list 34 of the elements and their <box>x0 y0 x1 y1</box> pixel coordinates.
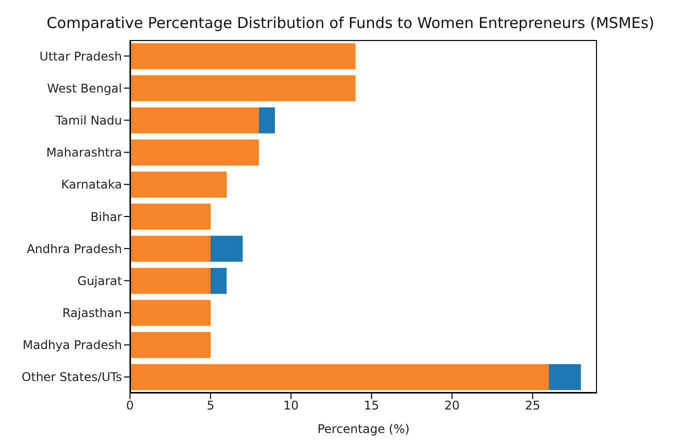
x-tick-label: 10 <box>283 398 299 413</box>
bar <box>130 139 259 166</box>
y-tick-label: Gujarat <box>77 274 122 288</box>
bar <box>130 300 211 326</box>
bar <box>130 236 211 262</box>
bar <box>548 364 581 390</box>
bar <box>130 75 356 102</box>
y-tick-label: Maharashtra <box>46 146 122 160</box>
y-tick-label: Tamil Nadu <box>54 113 122 128</box>
bar <box>210 268 227 294</box>
bar <box>130 268 211 294</box>
bar <box>130 204 211 230</box>
x-axis-title: Percentage (%) <box>317 422 410 436</box>
bar <box>130 332 211 358</box>
y-tick-label: Karnataka <box>61 178 122 192</box>
bar <box>210 236 243 262</box>
y-tick-label: Other States/UTs <box>22 370 122 384</box>
x-tick-label: 20 <box>444 398 460 413</box>
bar <box>130 172 227 198</box>
chart-title: Comparative Percentage Distribution of Funds to Women Entrepreneurs (MSMEs) <box>46 14 656 32</box>
y-tick-label: Madhya Pradesh <box>22 338 122 352</box>
bar <box>130 107 259 134</box>
bar <box>258 107 275 134</box>
x-tick-label: 0 <box>126 398 134 413</box>
bar <box>130 43 356 70</box>
y-tick-label: Rajasthan <box>62 306 122 320</box>
y-tick-label: Uttar Pradesh <box>40 49 122 64</box>
bar <box>130 364 549 390</box>
x-tick-label: 15 <box>364 398 380 413</box>
y-tick-label: Bihar <box>90 210 122 224</box>
y-tick-label: West Bengal <box>47 81 122 96</box>
y-tick-label: Andhra Pradesh <box>26 242 122 256</box>
x-tick-label: 25 <box>524 398 540 413</box>
x-tick-label: 5 <box>206 398 214 413</box>
